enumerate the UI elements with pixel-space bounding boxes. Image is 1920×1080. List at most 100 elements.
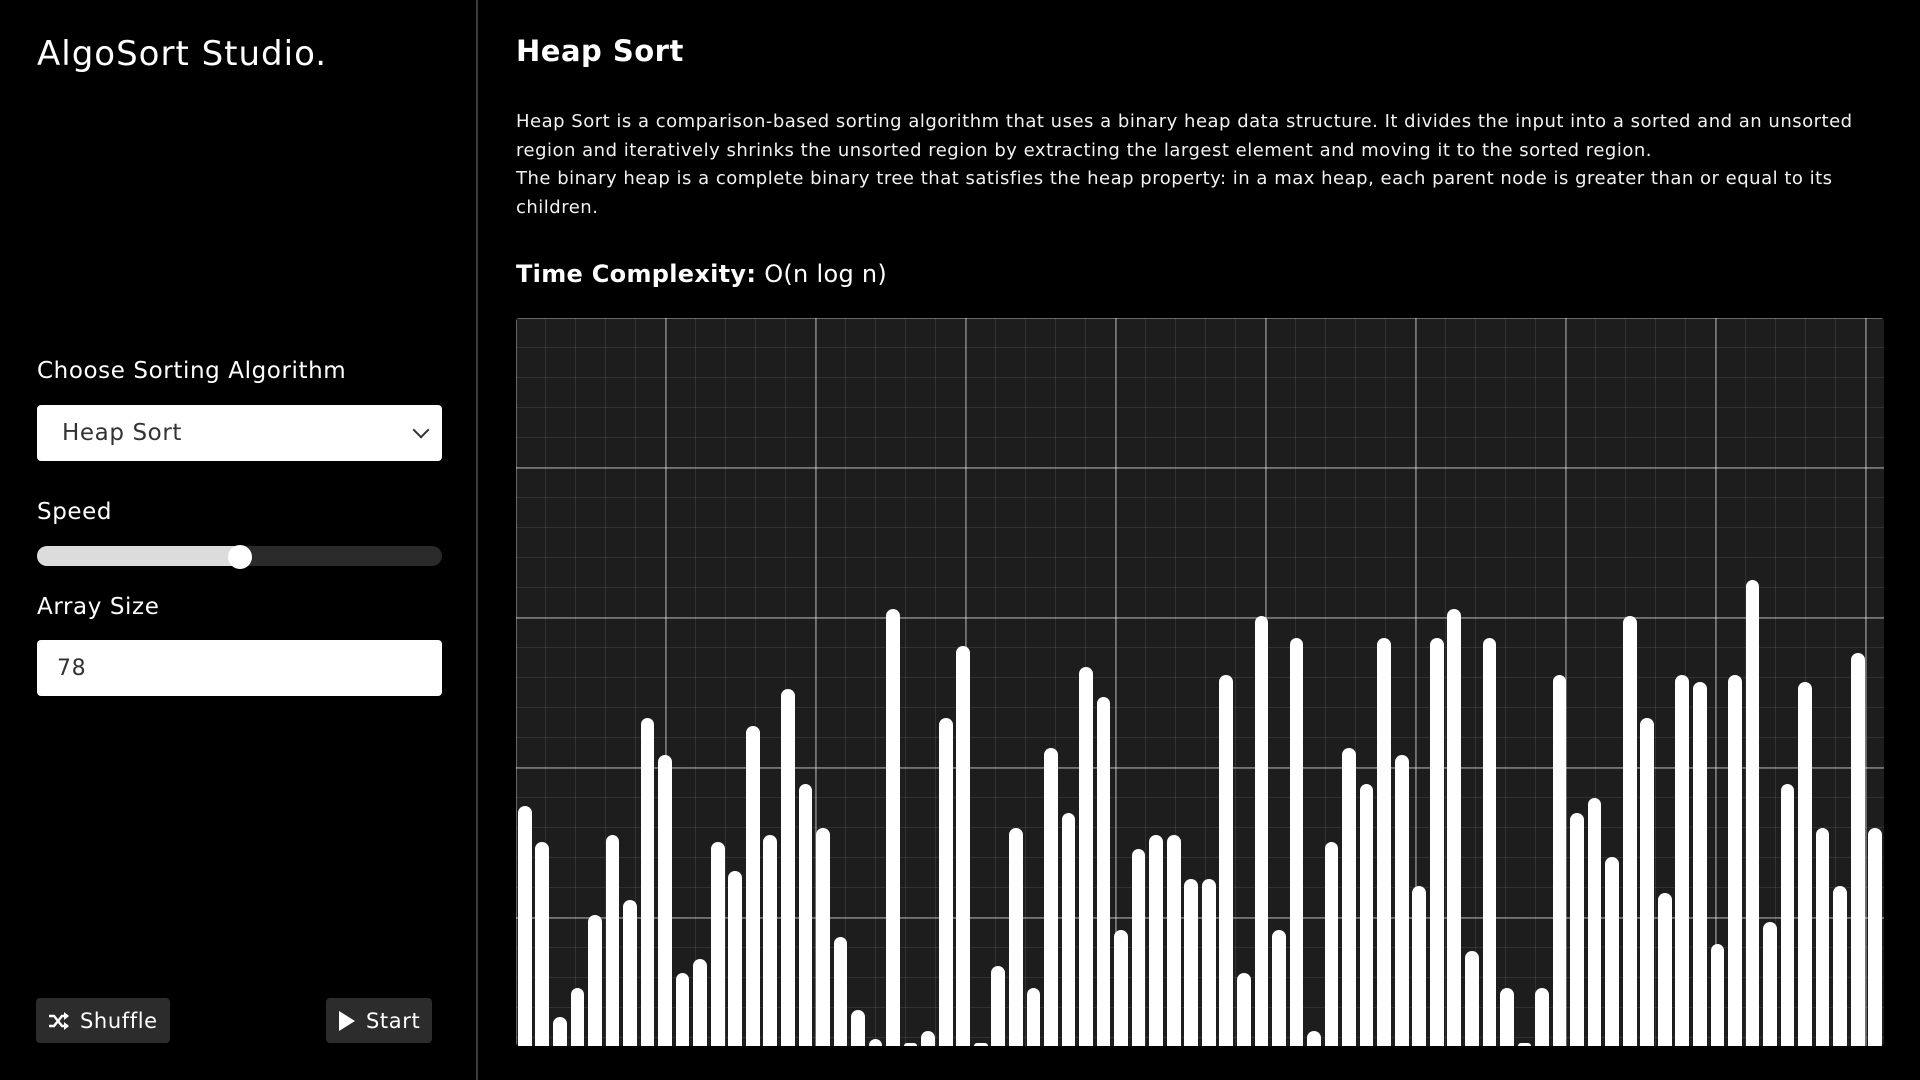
array-bar xyxy=(1377,638,1391,1046)
array-bar xyxy=(1728,674,1742,1046)
array-bar xyxy=(1587,798,1602,1046)
array-bar xyxy=(1482,638,1497,1046)
array-bar xyxy=(798,783,813,1046)
algorithm-description: Heap Sort is a comparison-based sorting … xyxy=(516,108,1876,222)
shuffle-label: Shuffle xyxy=(80,1008,158,1033)
bar-container xyxy=(516,318,1884,1046)
algorithm-label: Choose Sorting Algorithm xyxy=(37,358,347,384)
array-bar xyxy=(1710,944,1725,1046)
array-bar xyxy=(1289,638,1304,1046)
array-bar xyxy=(1149,834,1163,1046)
array-bar xyxy=(1044,747,1058,1046)
app-title: AlgoSort Studio. xyxy=(37,34,328,74)
array-bar xyxy=(851,1009,865,1046)
array-bar xyxy=(1237,973,1251,1046)
array-bar xyxy=(1324,842,1339,1046)
array-bar xyxy=(1850,652,1865,1046)
array-bar xyxy=(1359,783,1374,1046)
start-label: Start xyxy=(366,1008,421,1033)
array-bar xyxy=(1535,987,1549,1046)
array-bar xyxy=(1675,674,1690,1046)
main-content: Heap Sort Heap Sort is a comparison-base… xyxy=(480,0,1920,1080)
array-bar xyxy=(956,645,971,1046)
shuffle-icon xyxy=(48,1011,70,1031)
array-bar xyxy=(640,718,655,1046)
array-bar xyxy=(991,965,1006,1046)
array-bar xyxy=(833,936,848,1046)
array-bar xyxy=(1693,682,1707,1046)
array-bar xyxy=(1131,849,1146,1046)
array-bar xyxy=(1570,813,1584,1046)
array-bar xyxy=(1798,682,1812,1046)
description-paragraph: Heap Sort is a comparison-based sorting … xyxy=(516,111,1853,161)
array-bar xyxy=(1833,885,1847,1046)
shuffle-button[interactable]: Shuffle xyxy=(36,998,170,1043)
array-bar xyxy=(816,827,830,1046)
array-bar xyxy=(693,958,707,1046)
array-bar xyxy=(517,805,532,1046)
speed-slider-fill xyxy=(37,546,240,566)
sorting-visualizer xyxy=(516,318,1884,1046)
array-size-label: Array Size xyxy=(37,594,160,620)
array-bar xyxy=(728,871,743,1046)
description-paragraph: The binary heap is a complete binary tre… xyxy=(516,168,1833,218)
array-bar xyxy=(1009,827,1023,1046)
array-bar xyxy=(1394,754,1409,1046)
speed-label: Speed xyxy=(37,499,113,525)
array-bar xyxy=(1500,987,1514,1046)
array-bar xyxy=(886,609,900,1046)
play-icon xyxy=(338,1010,356,1032)
array-bar xyxy=(588,914,602,1046)
array-bar xyxy=(903,1043,918,1046)
array-bar xyxy=(921,1031,935,1046)
array-bar xyxy=(1552,674,1567,1046)
array-bar xyxy=(1517,1043,1532,1046)
speed-slider-thumb[interactable] xyxy=(227,545,252,569)
array-bar xyxy=(1605,856,1619,1046)
array-bar xyxy=(1465,951,1479,1046)
array-bar xyxy=(1254,616,1269,1046)
array-bar xyxy=(868,1038,883,1046)
array-bar xyxy=(1815,827,1830,1046)
array-bar xyxy=(1201,878,1216,1046)
array-bar xyxy=(710,842,725,1046)
array-bar xyxy=(1745,580,1760,1046)
array-bar xyxy=(1272,929,1286,1046)
time-complexity-value: O(n log n) xyxy=(764,260,888,288)
array-bar xyxy=(570,987,585,1046)
array-bar xyxy=(763,834,778,1046)
array-bar xyxy=(1657,893,1672,1046)
array-bar xyxy=(675,973,690,1046)
sidebar: AlgoSort Studio. Choose Sorting Algorith… xyxy=(0,0,478,1080)
time-complexity-label: Time Complexity: xyxy=(516,260,757,288)
algorithm-select[interactable]: Heap Sort xyxy=(37,405,442,461)
array-bar xyxy=(553,1016,567,1046)
array-bar xyxy=(938,718,953,1046)
array-bar xyxy=(1219,674,1234,1046)
array-size-input[interactable]: 78 xyxy=(37,640,442,696)
array-bar xyxy=(745,725,760,1046)
array-bar xyxy=(1026,987,1041,1046)
array-bar xyxy=(1166,834,1181,1046)
array-bar xyxy=(605,834,620,1046)
algorithm-select-value: Heap Sort xyxy=(62,420,182,446)
array-bar xyxy=(1061,813,1076,1046)
array-bar xyxy=(1640,718,1655,1046)
array-bar xyxy=(1412,885,1427,1046)
page-title: Heap Sort xyxy=(516,34,684,68)
array-bar xyxy=(1342,747,1356,1046)
array-bar xyxy=(1780,783,1795,1046)
chevron-down-icon xyxy=(412,421,430,439)
array-bar xyxy=(1868,827,1883,1046)
array-bar xyxy=(1079,667,1093,1046)
array-bar xyxy=(658,754,672,1046)
array-size-value: 78 xyxy=(57,655,87,681)
array-bar xyxy=(1096,696,1111,1046)
array-bar xyxy=(1184,878,1199,1046)
array-bar xyxy=(1114,929,1128,1046)
array-bar xyxy=(1429,638,1444,1046)
time-complexity: Time Complexity: O(n log n) xyxy=(516,260,887,288)
array-bar xyxy=(1307,1031,1321,1046)
start-button[interactable]: Start xyxy=(326,998,433,1043)
array-bar xyxy=(535,842,550,1046)
